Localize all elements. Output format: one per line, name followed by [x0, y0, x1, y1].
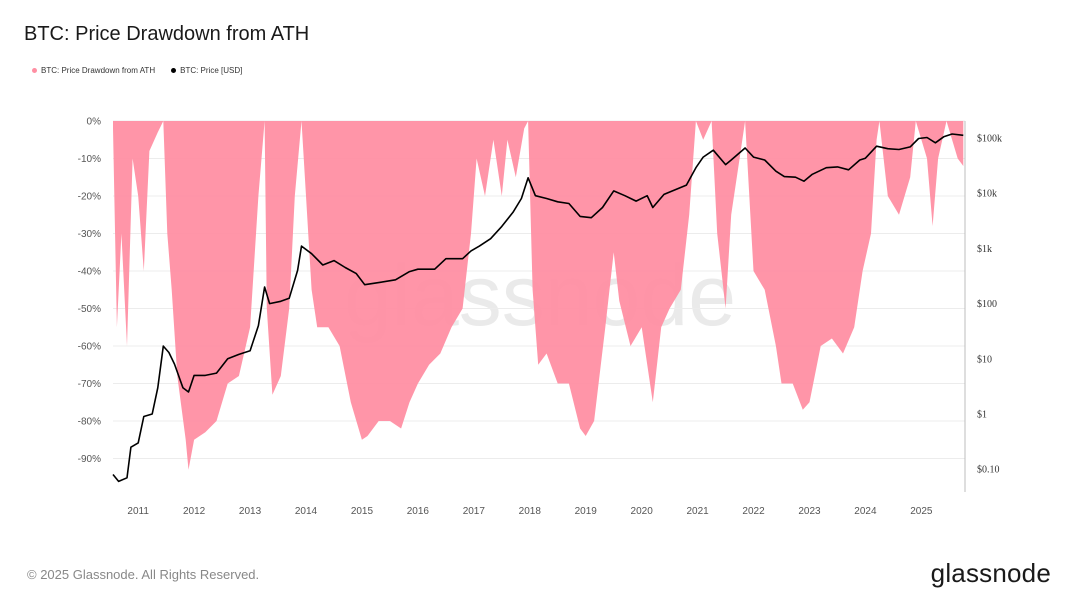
copyright-footer: © 2025 Glassnode. All Rights Reserved.	[27, 567, 260, 582]
y-right-tick-label: $10	[977, 354, 992, 365]
y-left-tick-label: -60%	[78, 342, 101, 353]
price-line	[112, 133, 964, 483]
legend-swatch-drawdown	[32, 68, 37, 73]
x-tick-label: 2011	[127, 506, 149, 517]
x-tick-label: 2025	[910, 506, 933, 517]
x-tick-label: 2016	[407, 506, 430, 517]
y-left-tick-label: -50%	[78, 304, 101, 315]
legend-label-price: BTC: Price [USD]	[180, 66, 243, 75]
y-right-tick-label: $1	[977, 410, 987, 421]
y-left-tick-label: -40%	[78, 267, 101, 278]
y-right-tick-label: $0.10	[977, 465, 1000, 476]
legend-item-drawdown[interactable]: BTC: Price Drawdown from ATH	[32, 66, 155, 75]
x-tick-label: 2021	[686, 506, 709, 517]
x-tick-label: 2012	[183, 506, 206, 517]
y-left-tick-label: -30%	[78, 229, 101, 240]
legend-swatch-price	[171, 68, 177, 73]
legend-label-drawdown: BTC: Price Drawdown from ATH	[41, 66, 156, 75]
brand-logo: glassnode	[930, 558, 1051, 588]
y-right-tick-label: $10k	[977, 189, 997, 200]
x-tick-label: 2024	[854, 506, 877, 517]
y-left-tick-label: -70%	[78, 379, 101, 390]
x-tick-label: 2019	[575, 506, 598, 517]
chart-title: BTC: Price Drawdown from ATH	[24, 23, 310, 45]
y-right-tick-label: $100k	[977, 134, 1002, 145]
y-right-tick-label: $1k	[977, 244, 992, 255]
x-tick-label: 2018	[519, 506, 542, 517]
y-left-tick-label: -10%	[78, 154, 101, 165]
y-left-tick-label: 0%	[87, 117, 102, 128]
y-left-tick-label: -80%	[78, 417, 101, 428]
legend-item-price[interactable]: BTC: Price [USD]	[171, 66, 242, 75]
x-tick-label: 2014	[295, 506, 318, 517]
x-tick-label: 2013	[239, 506, 262, 517]
x-tick-label: 2015	[351, 506, 374, 517]
x-tick-label: 2022	[742, 506, 765, 517]
x-tick-label: 2017	[463, 506, 486, 517]
drawdown-area	[113, 121, 964, 470]
y-left-tick-label: -90%	[78, 454, 101, 465]
y-right-tick-label: $100	[977, 299, 997, 310]
chart-legend: BTC: Price Drawdown from ATH BTC: Price …	[32, 66, 242, 75]
x-tick-label: 2023	[798, 506, 821, 517]
y-left-tick-label: -20%	[78, 192, 101, 203]
x-tick-label: 2020	[631, 506, 654, 517]
